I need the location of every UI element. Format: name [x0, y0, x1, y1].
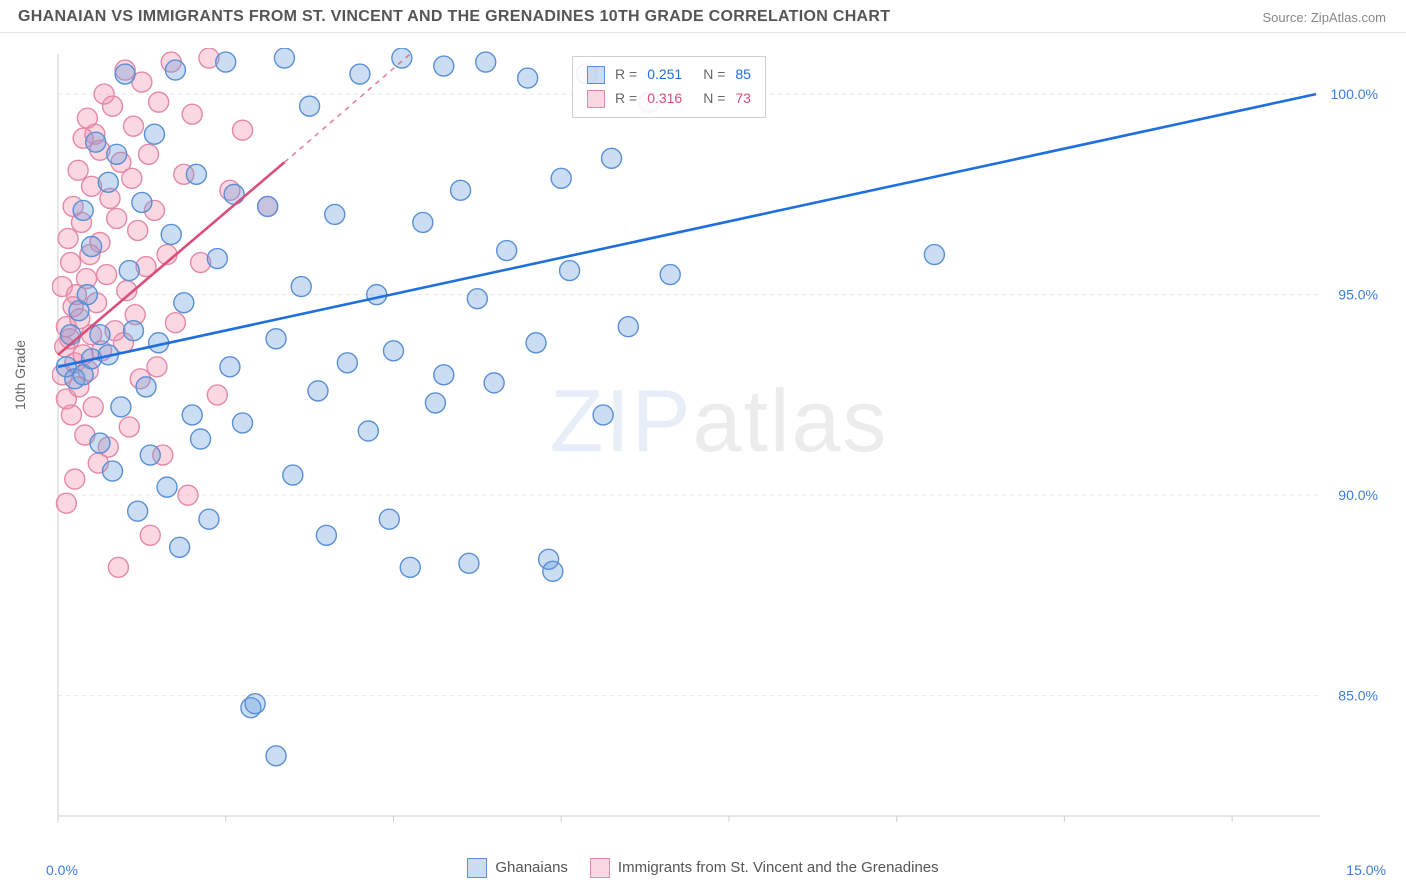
stats-row-svg: R = 0.316 N = 73 [587, 87, 751, 111]
scatter-plot: 85.0% 90.0% 95.0% 100.0% [52, 48, 1386, 826]
stats-row-ghanaians: R = 0.251 N = 85 [587, 63, 751, 87]
legend-label-svg: Immigrants from St. Vincent and the Gren… [618, 859, 939, 876]
svg-text:95.0%: 95.0% [1338, 287, 1378, 303]
legend-item-svg: Immigrants from St. Vincent and the Gren… [590, 858, 939, 878]
chart-source: Source: ZipAtlas.com [1262, 10, 1386, 25]
y-axis-label: 10th Grade [12, 340, 28, 410]
svg-text:100.0%: 100.0% [1331, 86, 1378, 102]
n-value-svg: 73 [735, 87, 751, 111]
stats-legend: R = 0.251 N = 85 R = 0.316 N = 73 [572, 56, 766, 118]
n-label-2: N = [703, 87, 725, 111]
chart-title: GHANAIAN VS IMMIGRANTS FROM ST. VINCENT … [18, 8, 890, 26]
bottom-legend: Ghanaians Immigrants from St. Vincent an… [0, 844, 1406, 892]
n-value-ghanaians: 85 [735, 63, 751, 87]
r-value-svg: 0.316 [647, 87, 693, 111]
r-label: R = [615, 63, 637, 87]
svg-text:85.0%: 85.0% [1338, 688, 1378, 704]
r-label-2: R = [615, 87, 637, 111]
legend-item-ghanaians: Ghanaians [467, 858, 568, 878]
chart-area: 10th Grade 85.0%90.0%95.0%100.0% ZIPatla… [52, 48, 1386, 826]
legend-swatch-svg [590, 858, 610, 878]
chart-header: GHANAIAN VS IMMIGRANTS FROM ST. VINCENT … [0, 0, 1406, 33]
r-value-ghanaians: 0.251 [647, 63, 693, 87]
legend-label-ghanaians: Ghanaians [495, 859, 568, 876]
svg-text:90.0%: 90.0% [1338, 487, 1378, 503]
swatch-ghanaians [587, 66, 605, 84]
swatch-svg [587, 90, 605, 108]
n-label: N = [703, 63, 725, 87]
legend-swatch-ghanaians [467, 858, 487, 878]
